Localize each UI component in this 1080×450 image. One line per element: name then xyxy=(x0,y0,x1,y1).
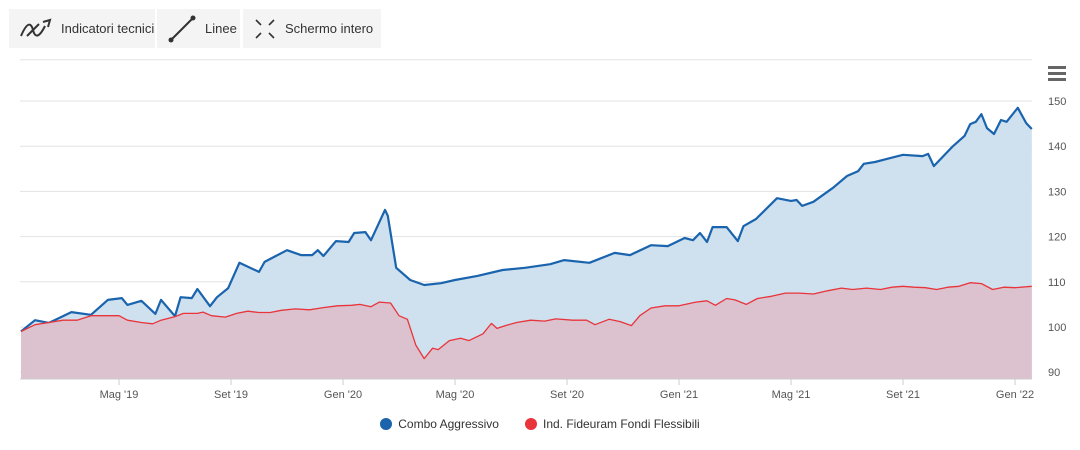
y-tick-label: 150 xyxy=(1048,96,1066,108)
x-tick-label: Mag '19 xyxy=(100,389,139,401)
x-tick-label: Gen '21 xyxy=(660,389,698,401)
y-tick-label: 110 xyxy=(1048,277,1066,289)
indicators-icon xyxy=(20,18,52,37)
legend-item-combo[interactable]: Combo Aggressivo xyxy=(380,417,499,431)
x-tick-label: Gen '20 xyxy=(324,389,362,401)
x-tick-label: Set '20 xyxy=(550,389,584,401)
legend-marker xyxy=(524,418,537,430)
line-tool-icon xyxy=(168,15,196,42)
lines-button[interactable]: Linee xyxy=(157,9,240,48)
series-line-0 xyxy=(20,106,1033,333)
y-tick-label: 90 xyxy=(1048,367,1060,379)
x-tick-label: Set '19 xyxy=(214,389,248,401)
y-tick-label: 140 xyxy=(1048,141,1066,153)
lines-label: Linee xyxy=(205,21,237,36)
legend-label: Ind. Fideuram Fondi Flessibili xyxy=(542,417,700,431)
fullscreen-icon xyxy=(255,18,275,39)
legend: Combo Aggressivo Ind. Fideuram Fondi Fle… xyxy=(0,417,1080,431)
fullscreen-label: Schermo intero xyxy=(285,21,374,36)
x-tick-label: Set '21 xyxy=(886,389,920,401)
legend-item-index[interactable]: Ind. Fideuram Fondi Flessibili xyxy=(524,417,700,431)
x-tick-label: Gen '22 xyxy=(996,389,1034,401)
y-tick-label: 100 xyxy=(1048,322,1066,334)
technical-indicators-button[interactable]: Indicatori tecnici xyxy=(9,9,155,48)
legend-marker xyxy=(380,418,393,430)
y-tick-label: 130 xyxy=(1048,186,1066,198)
legend-label: Combo Aggressivo xyxy=(398,417,499,431)
x-tick-label: Mag '21 xyxy=(772,389,811,401)
chart-menu-icon[interactable] xyxy=(1048,66,1066,84)
y-tick-label: 120 xyxy=(1048,232,1066,244)
series-line-1 xyxy=(20,282,1032,360)
technical-indicators-label: Indicatori tecnici xyxy=(61,21,155,36)
x-tick-label: Mag '20 xyxy=(436,389,475,401)
series-area-1 xyxy=(21,282,1032,379)
fullscreen-button[interactable]: Schermo intero xyxy=(243,9,381,48)
